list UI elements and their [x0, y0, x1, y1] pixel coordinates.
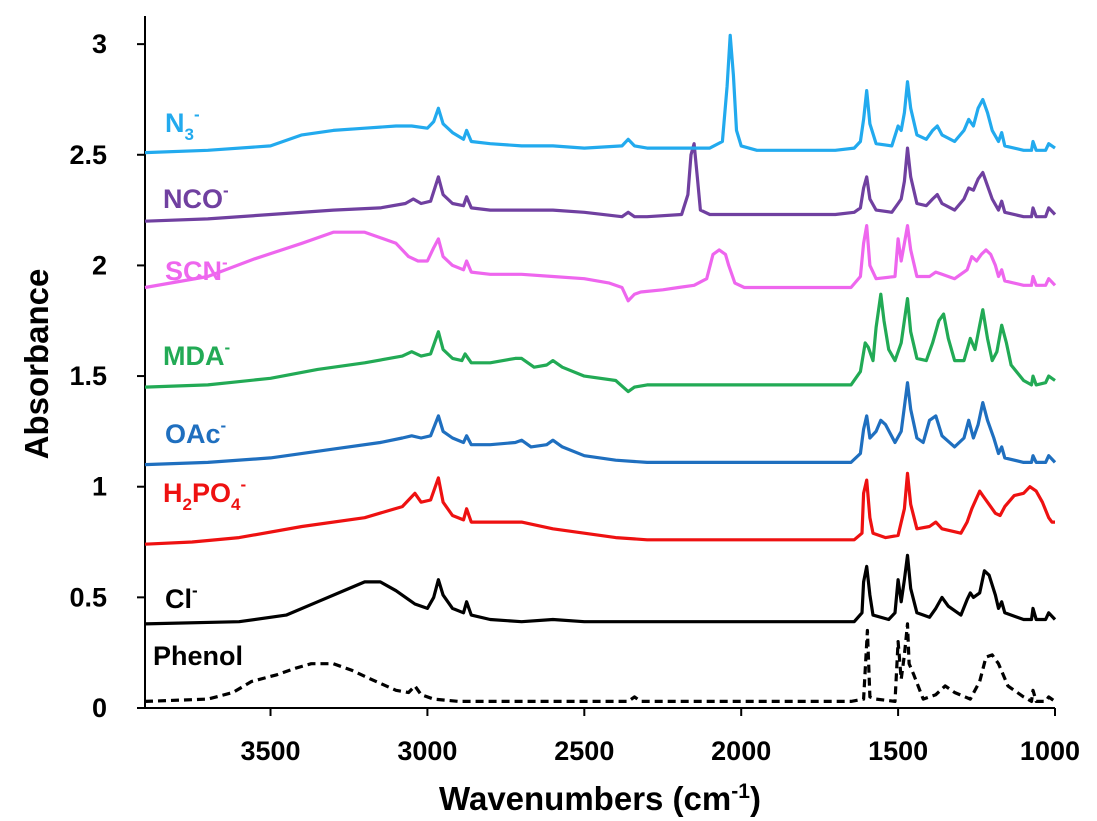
- series-line-nco: [144, 142, 1057, 223]
- axes: [137, 16, 1056, 716]
- x-tick-label: 3500: [240, 736, 300, 766]
- x-axis-title: Wavenumbers (cm-1): [439, 780, 761, 817]
- x-tick-label: 1500: [868, 736, 928, 766]
- series-line-oac: [144, 381, 1057, 467]
- y-axis-title: Absorbance: [18, 269, 55, 460]
- series-line-cl: [144, 553, 1057, 626]
- y-tick-label: 1.5: [69, 361, 107, 391]
- y-tick-label: 2: [92, 250, 107, 280]
- series-line-phenol: [144, 622, 1056, 703]
- y-tick-label: 1: [92, 472, 107, 502]
- tick-labels: 0 0.5 1 1.5 2 2.5 3 3500 3000 2500 2000 1500 1000: [69, 29, 1080, 766]
- series-label-scn: SCN-: [165, 253, 228, 286]
- series-label-cl: Cl-: [165, 581, 198, 614]
- series-line-mda: [144, 292, 1056, 394]
- x-tick-label: 1000: [1020, 736, 1080, 766]
- series-line-h2po4: [144, 471, 1055, 546]
- series-line-scn: [144, 224, 1057, 303]
- x-tick-label: 3000: [397, 736, 457, 766]
- y-tick-label: 0.5: [69, 582, 107, 612]
- traces: [144, 33, 1057, 703]
- series-labels: Phenol Cl- H2PO4- OAc- MDA- SCN- NCO- N3-: [153, 105, 246, 671]
- series-label-oac: OAc-: [165, 416, 226, 449]
- y-tick-label: 2.5: [69, 140, 107, 170]
- y-tick-label: 0: [92, 693, 107, 723]
- series-label-h2po4: H2PO4-: [163, 475, 246, 514]
- series-label-mda: MDA-: [163, 338, 230, 371]
- y-tick-label: 3: [92, 29, 107, 59]
- x-tick-label: 2000: [711, 736, 771, 766]
- series-label-n3: N3-: [165, 105, 200, 144]
- series-label-nco: NCO-: [163, 181, 229, 214]
- series-line-n3: [144, 33, 1056, 155]
- series-label-phenol: Phenol: [153, 641, 243, 671]
- x-tick-label: 2500: [554, 736, 614, 766]
